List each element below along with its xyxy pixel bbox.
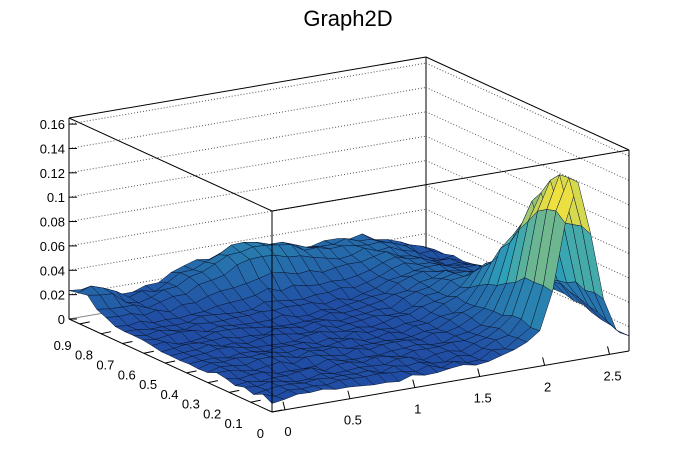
- y-tick: [79, 321, 90, 325]
- x-tick-label: 2.5: [603, 368, 621, 383]
- y-tick: [122, 340, 133, 344]
- z-tick-label: 0.04: [40, 263, 65, 278]
- grid-line: [68, 184, 427, 247]
- y-tick: [271, 409, 283, 413]
- x-tick-label: 2: [544, 379, 551, 394]
- x-tick: [412, 379, 416, 388]
- frame-edge: [68, 56, 427, 119]
- z-tick-label: 0.1: [47, 190, 65, 205]
- z-tick-label: 0.06: [40, 239, 65, 254]
- y-tick-label: 0.8: [75, 348, 93, 363]
- grid-line: [68, 135, 427, 198]
- x-tick-label: 1: [414, 402, 421, 417]
- x-tick: [542, 357, 546, 366]
- frame-edge: [68, 318, 273, 413]
- grid-line: [68, 233, 427, 296]
- surface-cell: [606, 321, 630, 337]
- y-tick: [186, 370, 197, 374]
- x-tick-label: 0.5: [344, 413, 362, 428]
- grid-line: [425, 86, 630, 181]
- chart-title: Graph2D: [303, 6, 392, 31]
- y-tick: [100, 331, 112, 335]
- grid-line: [68, 62, 427, 125]
- axes: 00.020.040.060.080.10.120.140.1600.511.5…: [40, 117, 622, 441]
- grid-line: [68, 111, 427, 174]
- y-tick-label: 0.7: [96, 357, 114, 372]
- z-tick-label: 0.16: [40, 117, 65, 132]
- x-tick-label: 1.5: [474, 391, 492, 406]
- y-tick: [250, 399, 261, 403]
- surface-mesh: [68, 174, 630, 404]
- y-tick: [229, 389, 240, 393]
- y-tick-label: 0.5: [139, 377, 157, 392]
- grid-line: [425, 62, 630, 157]
- grid-line: [68, 208, 427, 271]
- z-tick-label: 0.02: [40, 288, 65, 303]
- x-tick: [607, 346, 611, 355]
- x-tick: [347, 390, 351, 399]
- y-tick: [143, 350, 154, 354]
- grid-line: [68, 86, 427, 149]
- y-tick-label: 0.2: [203, 406, 221, 421]
- x-tick: [477, 368, 481, 377]
- z-tick-label: 0.12: [40, 166, 65, 181]
- y-tick-label: 0.4: [160, 387, 178, 402]
- y-tick-label: 0.3: [182, 397, 200, 412]
- y-tick-label: 0.6: [118, 367, 136, 382]
- z-tick-label: 0: [58, 312, 65, 327]
- z-tick-label: 0.14: [40, 141, 65, 156]
- frame-edge: [68, 117, 273, 212]
- y-tick-label: 0.9: [54, 338, 72, 353]
- frame-edge: [271, 149, 630, 212]
- x-tick-label: 0: [284, 424, 291, 439]
- grid-line: [425, 135, 630, 230]
- frame-edge: [425, 56, 630, 151]
- y-tick: [207, 380, 218, 384]
- y-tick: [165, 360, 176, 364]
- x-tick: [282, 401, 286, 410]
- frame-edge: [271, 350, 630, 413]
- y-tick-label: 0.1: [225, 416, 243, 431]
- y-tick-label: 0: [257, 426, 264, 441]
- grid-line: [425, 111, 630, 206]
- z-tick-label: 0.08: [40, 215, 65, 230]
- grid-line: [68, 160, 427, 223]
- grid-line: [425, 160, 630, 255]
- grid-lines: [68, 62, 630, 328]
